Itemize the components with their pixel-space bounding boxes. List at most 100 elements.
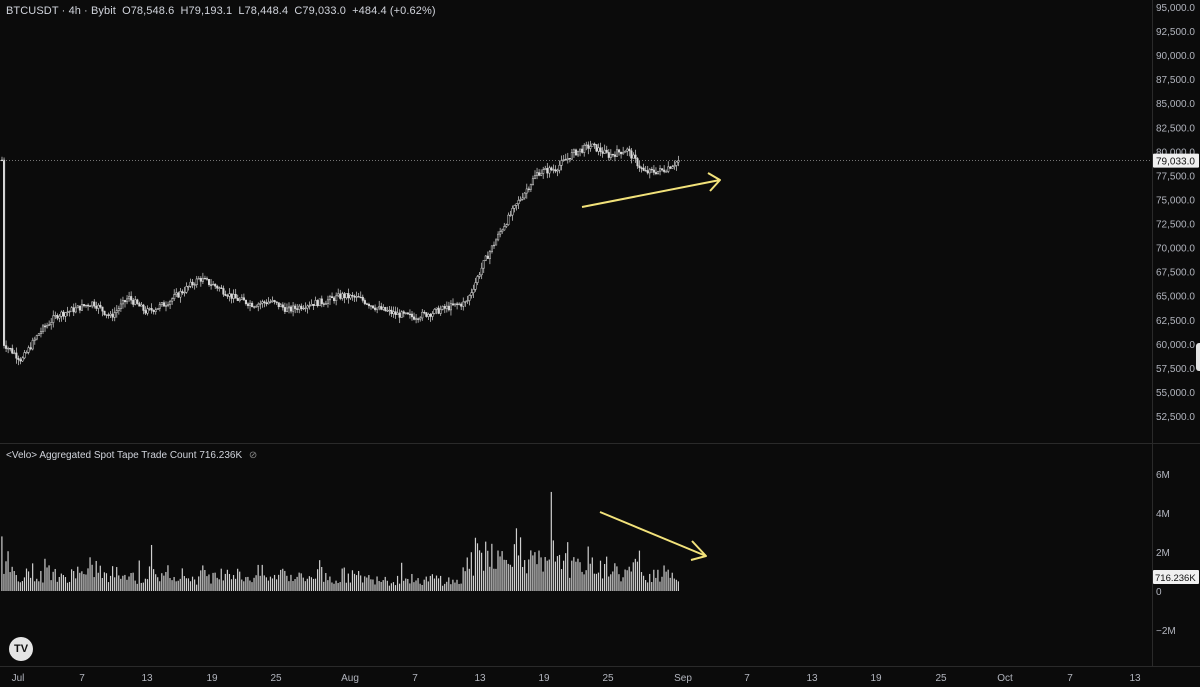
candle-body	[175, 292, 178, 295]
price-tick-label: 95,000.0	[1156, 3, 1195, 14]
volume-bar	[378, 581, 380, 591]
volume-bar	[99, 565, 101, 591]
volume-bar	[524, 560, 526, 591]
candle-body	[242, 297, 245, 301]
candle-body	[386, 310, 389, 312]
candle-body	[167, 304, 170, 306]
candle-body	[62, 311, 65, 317]
candle-body	[273, 300, 276, 303]
volume-bar	[532, 555, 534, 591]
volume-bar	[263, 575, 265, 591]
volume-bar	[341, 568, 343, 591]
time-tick-label: 7	[744, 673, 750, 684]
symbol-name[interactable]: BTCUSDT	[6, 5, 59, 17]
volume-bar	[563, 560, 565, 591]
volume-bar	[136, 583, 138, 591]
volume-bar	[599, 560, 602, 591]
candle-body	[203, 277, 206, 280]
volume-bar	[185, 578, 187, 591]
volume-bar	[433, 578, 436, 591]
volume-bar	[468, 568, 470, 591]
volume-bar	[339, 582, 341, 591]
volume-bar	[159, 581, 161, 591]
candle-body	[511, 208, 514, 216]
tradingview-logo-icon[interactable]: TV	[9, 637, 33, 661]
volume-bar	[267, 580, 269, 591]
volume-bar	[204, 570, 206, 591]
candle-body	[470, 292, 473, 296]
volume-bar	[237, 568, 239, 591]
candle-body	[339, 293, 342, 299]
symbol-legend: BTCUSDT · 4h · Bybit O78,548.6 H79,193.1 L…	[6, 5, 436, 17]
volume-bar	[81, 571, 83, 591]
volume-bar	[448, 577, 450, 591]
volume-bar	[116, 567, 118, 591]
candle-body	[148, 308, 151, 310]
candle-body	[521, 197, 524, 200]
volume-bar	[626, 570, 628, 591]
volume-bar	[142, 582, 144, 591]
time-tick-label: 13	[1129, 673, 1141, 684]
volume-bar	[239, 571, 241, 591]
eye-off-icon[interactable]: ⊘	[248, 450, 258, 461]
candle-body	[353, 295, 356, 298]
time-tick-label: 25	[270, 673, 282, 684]
candle-body	[326, 299, 329, 304]
volume-bar	[93, 577, 95, 591]
candle-body	[577, 150, 580, 156]
volume-bar	[91, 564, 93, 591]
candle-body	[185, 286, 188, 293]
volume-bar	[222, 580, 224, 591]
indicator-value: 716.236K	[199, 450, 243, 461]
candle-body	[197, 278, 200, 280]
candle-body	[150, 308, 153, 311]
volume-bar	[36, 578, 38, 591]
candle-body	[548, 167, 551, 174]
candle-body	[484, 255, 487, 261]
volume-bar	[460, 583, 462, 591]
volume-bar	[536, 564, 538, 591]
volume-bar	[314, 578, 317, 591]
volume-bar	[265, 577, 267, 591]
candle-body	[259, 303, 262, 305]
volume-bar	[310, 577, 313, 591]
candle-body	[7, 347, 10, 350]
candle-body	[164, 305, 168, 307]
volume-bar	[642, 575, 645, 591]
candle-body	[195, 278, 198, 285]
ohlc-open: O78,548.6	[122, 5, 175, 17]
volume-bar	[64, 577, 67, 591]
volume-bar	[165, 571, 167, 591]
volume-bar	[144, 578, 146, 591]
candle-body	[212, 283, 215, 286]
panel-toggle-handle[interactable]	[1196, 343, 1200, 371]
price-tick-label: 90,000.0	[1156, 51, 1195, 62]
candle-body	[130, 296, 133, 301]
candle-body	[488, 251, 491, 259]
volume-bar	[284, 570, 286, 591]
arrow-head-icon	[690, 540, 707, 561]
candle-body	[230, 293, 233, 299]
volume-bar	[358, 571, 360, 591]
ohlc-high: H79,193.1	[180, 5, 233, 17]
indicator-legend[interactable]: <Velo> Aggregated Spot Tape Trade Count …	[6, 450, 257, 461]
candle-body	[138, 303, 141, 307]
candle-body	[396, 312, 399, 315]
candle-body	[499, 231, 502, 235]
candle-body	[144, 310, 147, 314]
volume-bar	[601, 578, 604, 591]
candle-body	[636, 158, 639, 167]
candle-body	[361, 296, 364, 301]
candle-body	[72, 307, 75, 313]
volume-bar	[401, 562, 403, 591]
candle-body	[314, 300, 317, 306]
volume-bar	[150, 544, 153, 591]
volume-bar	[452, 579, 454, 591]
volume-bar	[198, 576, 200, 591]
candle-body	[490, 245, 493, 252]
candle-body	[466, 300, 469, 302]
interval-label[interactable]: 4h	[68, 5, 82, 17]
candle-body	[550, 167, 553, 171]
volume-bar	[73, 571, 75, 591]
